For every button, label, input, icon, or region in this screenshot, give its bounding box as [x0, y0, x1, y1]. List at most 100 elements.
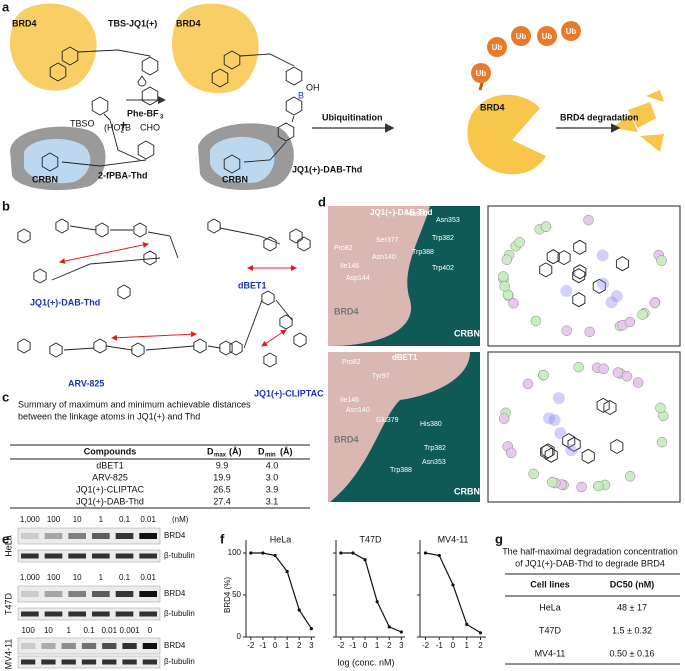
- residue-label: His380: [406, 211, 428, 218]
- band-label: BRD4: [164, 589, 186, 598]
- data-point: [249, 551, 253, 555]
- blot: [17, 585, 161, 603]
- residue-node: [593, 480, 604, 492]
- data-point: [261, 551, 265, 555]
- band: [139, 591, 157, 597]
- band: [21, 643, 36, 649]
- residue-label: His380: [420, 421, 442, 428]
- structure: [572, 292, 586, 308]
- structure: [279, 314, 293, 330]
- table-cell: ARV-825: [92, 472, 128, 482]
- residue-node: [508, 297, 519, 309]
- residue-node: [530, 315, 542, 327]
- residue-label: Ser377: [376, 237, 399, 244]
- panel-label: f: [220, 531, 225, 546]
- exposure: [596, 277, 609, 290]
- structure: [285, 66, 303, 86]
- x-tick-label: 1: [375, 641, 380, 650]
- residue-label: Tyr97: [372, 373, 390, 380]
- band: [21, 553, 39, 559]
- band: [115, 611, 134, 617]
- structure: [581, 448, 595, 464]
- caption: Summary of maximum and minimum achievabl…: [18, 399, 251, 409]
- structure: [17, 338, 31, 354]
- band: [92, 611, 110, 617]
- band: [102, 643, 117, 649]
- residue-node: [584, 326, 595, 338]
- protein-label: BRD4: [334, 434, 359, 444]
- band: [68, 533, 86, 539]
- plot-title: T47D: [359, 534, 382, 544]
- structure: [219, 227, 281, 245]
- structure: [596, 397, 610, 413]
- ubiquitin-label: Ub: [542, 32, 553, 41]
- band: [139, 611, 157, 617]
- residue-node: [624, 470, 636, 482]
- residue-label: Asn140: [372, 254, 396, 261]
- blot: [17, 549, 161, 563]
- band: [21, 533, 39, 539]
- band-label: BRD4: [164, 641, 186, 650]
- plot-title: MV4-11: [438, 534, 469, 544]
- reagent-sub: 3: [160, 115, 164, 121]
- x-tick-label: -1: [259, 641, 267, 650]
- band: [115, 553, 134, 559]
- residue-label: Asn353: [436, 217, 460, 224]
- residue-node: [656, 255, 667, 266]
- concentration: 0.1: [119, 515, 131, 524]
- structure: [291, 115, 295, 123]
- data-point: [339, 551, 343, 555]
- table-cell: JQ1(+)-DAB-Thd: [76, 496, 144, 506]
- residue-node: [637, 309, 648, 320]
- protein-label: CRBN: [454, 486, 480, 496]
- panel-label: e: [2, 531, 9, 546]
- cell-line: MV4-11: [3, 639, 13, 670]
- x-tick-label: 0: [363, 641, 368, 650]
- concentration: 1: [99, 515, 104, 524]
- band: [61, 659, 76, 665]
- residue-node: [547, 476, 558, 488]
- structure: [263, 236, 277, 252]
- plot-title: HeLa: [270, 534, 292, 544]
- distance-arrow: [111, 331, 197, 341]
- band: [115, 591, 134, 597]
- x-tick-label: 1: [465, 641, 470, 650]
- band-label: β-tubulin: [164, 657, 195, 666]
- structure: [49, 62, 67, 82]
- structure: [145, 345, 195, 351]
- residue-label: Asn140: [346, 407, 370, 414]
- x-tick-label: -2: [337, 641, 345, 650]
- table-cell: 1.5 ± 0.32: [612, 625, 652, 635]
- panel-d-art: [328, 205, 681, 503]
- concentration: 0.01: [140, 515, 156, 524]
- structure: [261, 290, 275, 306]
- column-header-sub: min: [265, 453, 276, 459]
- x-tick-label: -2: [422, 641, 430, 650]
- structure: [141, 56, 159, 76]
- band: [142, 643, 157, 649]
- residue-label: Pro82: [334, 245, 353, 252]
- concentration: 100: [47, 573, 61, 582]
- structure: [55, 218, 69, 234]
- concentration: 1,000: [20, 573, 41, 582]
- concentration: 1,000: [20, 515, 41, 524]
- residue-label: Asp144: [346, 275, 370, 282]
- protein-label: BRD4: [334, 306, 359, 316]
- ubiquitin: [487, 37, 507, 57]
- reagent: Phe-BF: [127, 108, 159, 118]
- ligand-label: dBET1: [392, 353, 418, 362]
- structure: [133, 222, 147, 238]
- structure: [289, 228, 303, 244]
- table-cell: JQ1(+)-CLIPTAC: [76, 484, 145, 494]
- concentration: 0: [148, 626, 153, 635]
- residue-label: Pro82: [342, 359, 361, 366]
- structure: [211, 68, 229, 88]
- residue-node: [540, 221, 552, 232]
- band: [115, 533, 134, 539]
- exposure: [548, 414, 561, 427]
- band: [142, 659, 157, 665]
- residue-node: [612, 367, 624, 378]
- concentration: 100: [21, 626, 35, 635]
- atom-label: (HO): [104, 122, 124, 132]
- structure: [105, 345, 133, 351]
